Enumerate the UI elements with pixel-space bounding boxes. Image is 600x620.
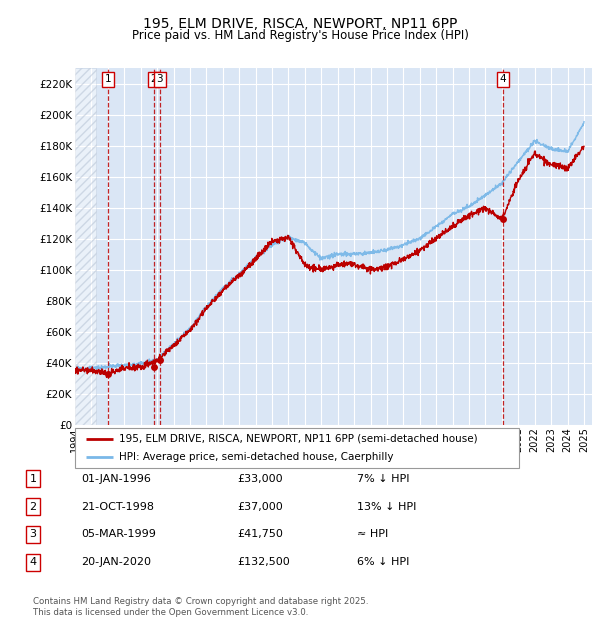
Text: 1: 1 <box>29 474 37 484</box>
Text: 3: 3 <box>157 74 163 84</box>
Text: £132,500: £132,500 <box>237 557 290 567</box>
Text: 195, ELM DRIVE, RISCA, NEWPORT, NP11 6PP: 195, ELM DRIVE, RISCA, NEWPORT, NP11 6PP <box>143 17 457 30</box>
Text: 05-MAR-1999: 05-MAR-1999 <box>81 529 156 539</box>
Text: 4: 4 <box>499 74 506 84</box>
Text: 2: 2 <box>29 502 37 512</box>
Text: £33,000: £33,000 <box>237 474 283 484</box>
Text: £41,750: £41,750 <box>237 529 283 539</box>
Text: 13% ↓ HPI: 13% ↓ HPI <box>357 502 416 512</box>
Text: 195, ELM DRIVE, RISCA, NEWPORT, NP11 6PP (semi-detached house): 195, ELM DRIVE, RISCA, NEWPORT, NP11 6PP… <box>119 433 478 444</box>
Text: £37,000: £37,000 <box>237 502 283 512</box>
Text: 7% ↓ HPI: 7% ↓ HPI <box>357 474 409 484</box>
Text: 1: 1 <box>104 74 111 84</box>
Bar <box>75 68 97 425</box>
Text: Price paid vs. HM Land Registry's House Price Index (HPI): Price paid vs. HM Land Registry's House … <box>131 30 469 42</box>
Text: 6% ↓ HPI: 6% ↓ HPI <box>357 557 409 567</box>
Text: 2: 2 <box>151 74 157 84</box>
Text: HPI: Average price, semi-detached house, Caerphilly: HPI: Average price, semi-detached house,… <box>119 452 394 463</box>
Text: 3: 3 <box>29 529 37 539</box>
FancyBboxPatch shape <box>75 428 519 468</box>
Text: 4: 4 <box>29 557 37 567</box>
Text: 01-JAN-1996: 01-JAN-1996 <box>81 474 151 484</box>
Text: 21-OCT-1998: 21-OCT-1998 <box>81 502 154 512</box>
Text: Contains HM Land Registry data © Crown copyright and database right 2025.
This d: Contains HM Land Registry data © Crown c… <box>33 598 368 617</box>
Text: 20-JAN-2020: 20-JAN-2020 <box>81 557 151 567</box>
Text: ≈ HPI: ≈ HPI <box>357 529 388 539</box>
